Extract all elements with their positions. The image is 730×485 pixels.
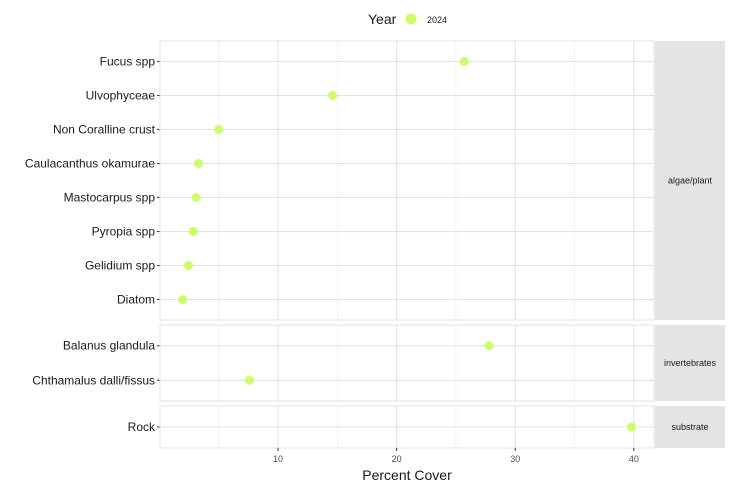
facet-strip-label: substrate [671,422,708,432]
data-point [194,158,204,168]
data-point [214,124,224,134]
panel-border [159,40,655,321]
y-tick-label: Mastocarpus spp [64,191,156,205]
y-tick-label: Pyropia spp [92,225,156,239]
y-tick-label: Chthamalus dalli/fissus [32,373,155,387]
data-point [178,295,188,305]
facet-strip [655,41,725,320]
data-point [626,422,636,432]
facet-strip-label: invertebrates [664,358,717,368]
y-tick-label: Gelidium spp [85,259,155,273]
x-tick-label: 20 [392,454,402,464]
panel-background [160,41,654,320]
y-tick-label: Non Coralline crust [53,122,156,136]
y-tick-label: Fucus spp [100,54,156,68]
data-point [484,341,494,351]
panel-background [160,325,654,401]
y-tick-label: Rock [128,420,156,434]
data-point [328,90,338,100]
data-point [188,227,198,237]
y-tick-label: Diatom [117,293,155,307]
data-point [459,56,469,66]
x-tick-label: 40 [629,454,639,464]
legend-label: 2024 [427,15,447,25]
x-axis-title: Percent Cover [362,467,452,483]
y-tick-label: Balanus glandula [63,339,155,353]
data-point [183,261,193,271]
facet-strip [655,325,725,401]
facet-strip [655,406,725,448]
panel-border [159,324,655,402]
x-tick-label: 10 [273,454,283,464]
legend-title: Year [368,11,397,27]
data-point [245,375,255,385]
data-point [191,193,201,203]
facet-strip-label: algae/plant [668,176,713,186]
x-tick-label: 30 [510,454,520,464]
y-tick-label: Caulacanthus okamurae [25,156,155,170]
panel-border [159,405,655,449]
y-tick-label: Ulvophyceae [86,88,156,102]
legend-key [405,13,417,25]
